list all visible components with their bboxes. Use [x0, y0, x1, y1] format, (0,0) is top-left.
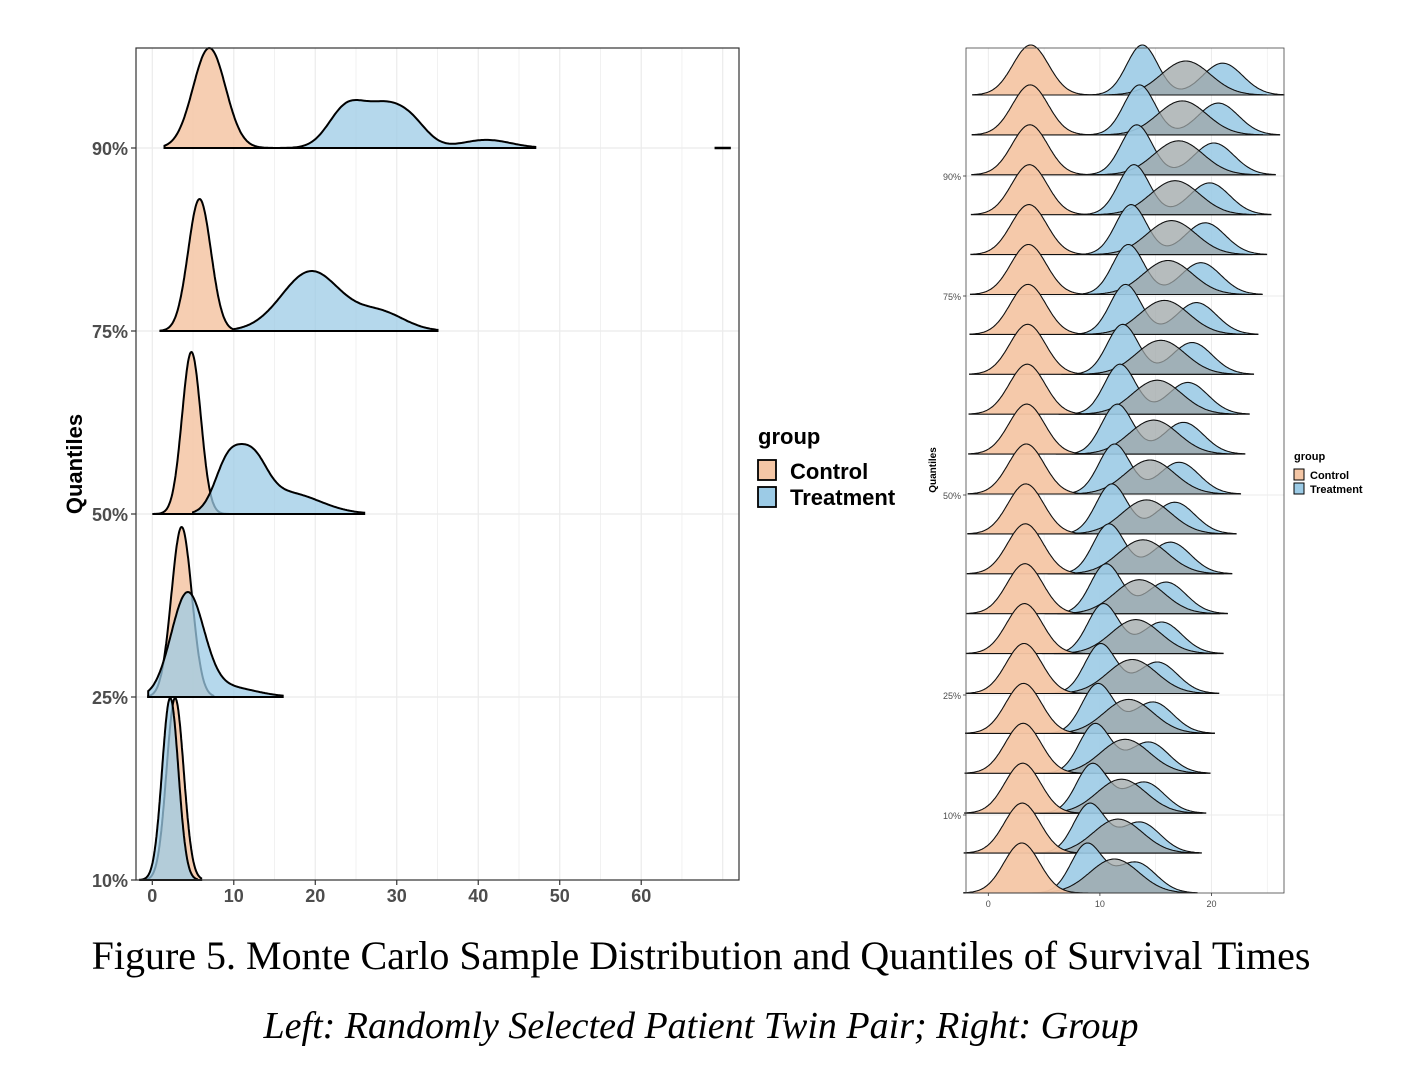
right-legend-title: group: [1294, 451, 1325, 463]
group-density-control: [969, 283, 1101, 335]
right-y-tick-label: 10%: [943, 811, 961, 821]
group-density-control: [968, 403, 1100, 455]
right-legend-control-label: Control: [1310, 470, 1349, 482]
left-legend-control-label: Control: [790, 459, 868, 484]
group-density-overlap: [1093, 180, 1256, 216]
right-y-tick-label: 25%: [943, 691, 961, 701]
right-x-tick-label: 10: [1095, 899, 1105, 909]
right-y-tick-label: 50%: [943, 491, 961, 501]
density-treatment-50pct: [192, 443, 366, 515]
group-density-overlap: [1050, 658, 1214, 695]
left-ridges: [139, 46, 731, 881]
left-x-tick-label: 40: [468, 886, 488, 906]
left-x-tick-label: 60: [631, 886, 651, 906]
group-density-control: [969, 323, 1101, 375]
group-density-control: [966, 563, 1098, 615]
left-legend-treatment-label: Treatment: [790, 485, 896, 510]
right-x-tick-label: 0: [986, 899, 991, 909]
group-density-control: [971, 84, 1103, 136]
density-treatment-25pct: [147, 590, 284, 698]
group-density-control: [967, 483, 1099, 535]
group-density-control: [965, 682, 1097, 734]
group-density-control: [965, 603, 1097, 655]
group-density-overlap: [1046, 698, 1210, 734]
left-legend-control-key: [757, 459, 777, 481]
left-chart-panel: 10% 25% 50% 75% 90% 0 10 20 30 40 50 60 Quantiles: [62, 46, 740, 906]
group-density-control: [969, 243, 1101, 296]
left-x-tick-label: 10: [224, 886, 244, 906]
right-legend-treatment-label: Treatment: [1310, 484, 1363, 496]
group-density-control: [967, 443, 1099, 495]
figure: 10%25%50%75%90% 0 10 20 30 40 50 60 Quantiles …: [62, 44, 1363, 909]
left-y-tick-label: 90%: [92, 139, 128, 159]
right-y-ticks: 10% 25% 50% 75% 90%: [943, 172, 966, 821]
group-density-control: [972, 44, 1104, 96]
left-x-tick-label: 20: [305, 886, 325, 906]
right-y-axis-title: Quantiles: [928, 447, 939, 493]
group-density-overlap: [1043, 738, 1206, 774]
left-gridlines: [136, 48, 739, 881]
group-density-overlap: [1068, 459, 1231, 495]
group-density-control: [970, 204, 1102, 256]
left-x-tick-label: 30: [387, 886, 407, 906]
left-x-tick-label: 0: [147, 886, 157, 906]
right-ridges: [963, 44, 1285, 894]
group-density-overlap: [1053, 619, 1217, 655]
left-y-tick-label: 10%: [92, 871, 128, 891]
figure-caption-subtitle: Left: Randomly Selected Patient Twin Pai…: [263, 1005, 1139, 1047]
left-y-axis-title: Quantiles: [62, 414, 87, 514]
group-density-control: [966, 523, 1098, 575]
left-x-tick-label: 50: [550, 886, 570, 906]
left-legend-treatment-key: [757, 486, 777, 508]
group-density-control: [963, 842, 1095, 894]
left-x-ticks: 0 10 20 30 40 50 60: [147, 880, 651, 906]
right-y-tick-label: 90%: [943, 172, 961, 182]
group-density-overlap: [1096, 140, 1260, 176]
group-density-overlap: [1085, 259, 1249, 296]
group-density-overlap: [1071, 419, 1235, 455]
right-y-tick-label: 75%: [943, 292, 961, 302]
group-density-control: [970, 164, 1102, 216]
group-density-overlap: [1057, 579, 1221, 615]
group-density-control: [964, 722, 1096, 774]
right-chart-panel: 10% 25% 50% 75% 90% 0 10 20 Quantiles: [928, 44, 1285, 909]
density-treatment-90pct: [274, 99, 537, 149]
group-density-control: [968, 363, 1100, 415]
left-y-ticks: 10% 25% 50% 75% 90%: [92, 139, 136, 891]
left-legend-title: group: [758, 424, 820, 449]
left-plot-border: [135, 47, 740, 881]
group-density-overlap: [1064, 499, 1228, 535]
right-legend-control-key: [1293, 468, 1305, 481]
group-density-control: [963, 802, 1095, 854]
figure-caption-title: Figure 5. Monte Carlo Sample Distributio…: [91, 933, 1311, 978]
right-x-ticks: 0 10 20: [986, 893, 1216, 909]
group-density-control: [971, 124, 1103, 176]
density-treatment-75pct: [232, 270, 439, 332]
right-x-tick-label: 20: [1206, 899, 1216, 909]
right-legend-treatment-key: [1293, 482, 1305, 495]
right-legend: group Control Treatment: [1293, 451, 1363, 496]
left-y-tick-label: 75%: [92, 322, 128, 342]
group-density-overlap: [1089, 220, 1253, 256]
group-density-overlap: [1075, 379, 1239, 415]
density-control-90pct: [163, 46, 275, 149]
density-treatment-10pct: [139, 697, 199, 881]
group-density-overlap: [1082, 299, 1246, 335]
left-y-tick-label: 25%: [92, 688, 128, 708]
group-density-control: [964, 762, 1096, 814]
group-density-control: [965, 642, 1097, 695]
group-density-overlap: [1078, 339, 1242, 375]
left-legend: group Control Treatment: [757, 424, 896, 510]
right-plot-border: [965, 47, 1285, 894]
left-y-tick-label: 50%: [92, 505, 128, 525]
group-density-overlap: [1060, 539, 1224, 575]
